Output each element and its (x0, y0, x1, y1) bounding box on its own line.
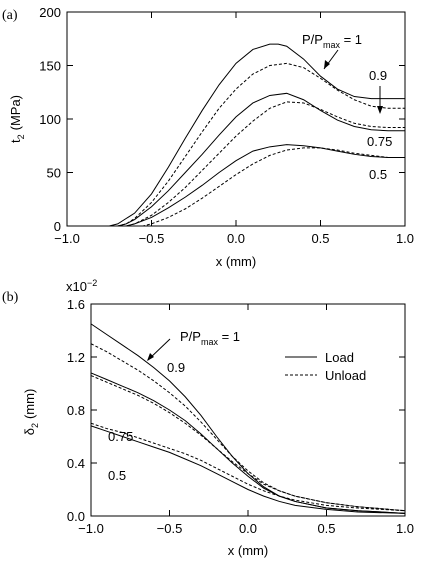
panel-a-ylabel-main: t (8, 139, 23, 143)
y-tick-label: 0.8 (67, 403, 85, 418)
y-tick-label: 0.0 (67, 509, 85, 524)
panel-a-arrowhead-2 (377, 106, 383, 114)
panel-a-arrowhead-1 (324, 60, 330, 69)
svg-text:x10−2: x10−2 (66, 278, 97, 294)
y-tick-label: 100 (39, 112, 61, 127)
x-tick-label: 0.0 (227, 231, 245, 246)
panel-a-xlabel: x (mm) (216, 254, 256, 269)
x-tick-label: 0.0 (239, 521, 257, 536)
panel-a-pp-sub: max (323, 40, 341, 50)
x-tick-label: 0.5 (317, 521, 335, 536)
panel-b-legend-title: P/Pmax = 1 (180, 329, 240, 347)
y-tick-label: 0 (54, 219, 61, 234)
panel-a-series (67, 43, 405, 227)
panel-a-pp-suffix: = 1 (340, 32, 362, 47)
panel-a-ylabel-unit: (MPa) (8, 95, 23, 130)
y-tick-label: 150 (39, 59, 61, 74)
panel-a-pp-main: P/P (302, 32, 323, 47)
y-tick-label: 0.4 (67, 456, 85, 471)
y-tick-label: 1.6 (67, 297, 85, 312)
x-tick-label: −1.0 (78, 521, 104, 536)
panel-b-xlabel: x (mm) (228, 543, 268, 558)
y-tick-label: 1.2 (67, 350, 85, 365)
panel-b-label-2: 0.5 (108, 468, 126, 483)
legend-load-label: Load (325, 350, 354, 365)
panel-b-ylabel-unit: (mm) (22, 389, 37, 419)
panel-b: (b) x10−2 −1.0 −0.5 0.0 0.5 1.0 0.0 0.4 0.8 1.2 1… (2, 278, 414, 558)
panel-b-scale-exp: −2 (87, 278, 97, 288)
panel-b-pp-main: P/P (180, 329, 201, 344)
panel-b-label-1: 0.75 (108, 429, 133, 444)
panel-a: (a) −1.0 −0.5 0.0 0.5 1.0 0 50 100 150 200 t2 (MPa… (2, 5, 414, 269)
series-line-5-unload (90, 422, 406, 512)
panel-b-ylabel-sub: 2 (30, 423, 40, 428)
panel-b-letter: (b) (2, 290, 19, 305)
panel-a-label-2: 0.5 (369, 167, 387, 182)
series-line-1-unload (67, 62, 405, 227)
x-tick-label: −0.5 (157, 521, 183, 536)
panel-a-ylabel: t2 (MPa) (8, 95, 26, 143)
x-tick-label: −1.0 (54, 231, 80, 246)
legend-unload-label: Unload (325, 368, 366, 383)
x-tick-label: 1.0 (396, 231, 414, 246)
y-tick-label: 200 (39, 5, 61, 20)
panel-a-legend-title: P/Pmax = 1 (302, 32, 362, 50)
svg-text:t2(MPa): t2 (MPa) (8, 95, 26, 143)
series-line-2-load (67, 92, 405, 227)
panel-a-label-1: 0.75 (367, 134, 392, 149)
x-tick-label: 0.5 (311, 231, 329, 246)
panel-b-frame (90, 303, 406, 517)
panel-b-ticks: −1.0 −0.5 0.0 0.5 1.0 0.0 0.4 0.8 1.2 1.6 (67, 297, 414, 536)
series-line-4-load (67, 144, 405, 227)
panel-b-arrowhead (147, 353, 154, 361)
series-line-1-unload (90, 343, 406, 512)
panel-b-legend: Load Unload (285, 350, 366, 383)
series-line-3-unload (90, 375, 406, 512)
series-line-0-load (90, 323, 406, 514)
series-line-4-load (90, 425, 406, 514)
x-tick-label: 1.0 (396, 521, 414, 536)
series-line-0-load (67, 43, 405, 227)
panel-b-scale-label: x10−2 (66, 278, 97, 294)
y-tick-label: 50 (47, 166, 61, 181)
panel-b-scale-base: x10 (66, 279, 87, 294)
series-line-3-unload (67, 101, 405, 227)
panel-a-letter: (a) (2, 8, 18, 23)
panel-b-series (90, 323, 406, 514)
panel-b-pp-suffix: = 1 (218, 329, 240, 344)
series-line-2-load (90, 372, 406, 514)
panel-b-ylabel-main: δ (22, 428, 37, 435)
svg-text:δ2(mm): δ2 (mm) (22, 389, 40, 436)
series-line-5-unload (67, 147, 405, 227)
panel-a-ylabel-sub: 2 (16, 134, 26, 139)
panel-b-ylabel: δ2 (mm) (22, 389, 40, 436)
panel-a-label-0: 0.9 (369, 68, 387, 83)
panel-b-pp-sub: max (201, 337, 219, 347)
panel-b-label-0: 0.9 (167, 360, 185, 375)
x-tick-label: −0.5 (139, 231, 165, 246)
panel-a-ticks: −1.0 −0.5 0.0 0.5 1.0 0 50 100 150 200 (39, 5, 414, 246)
